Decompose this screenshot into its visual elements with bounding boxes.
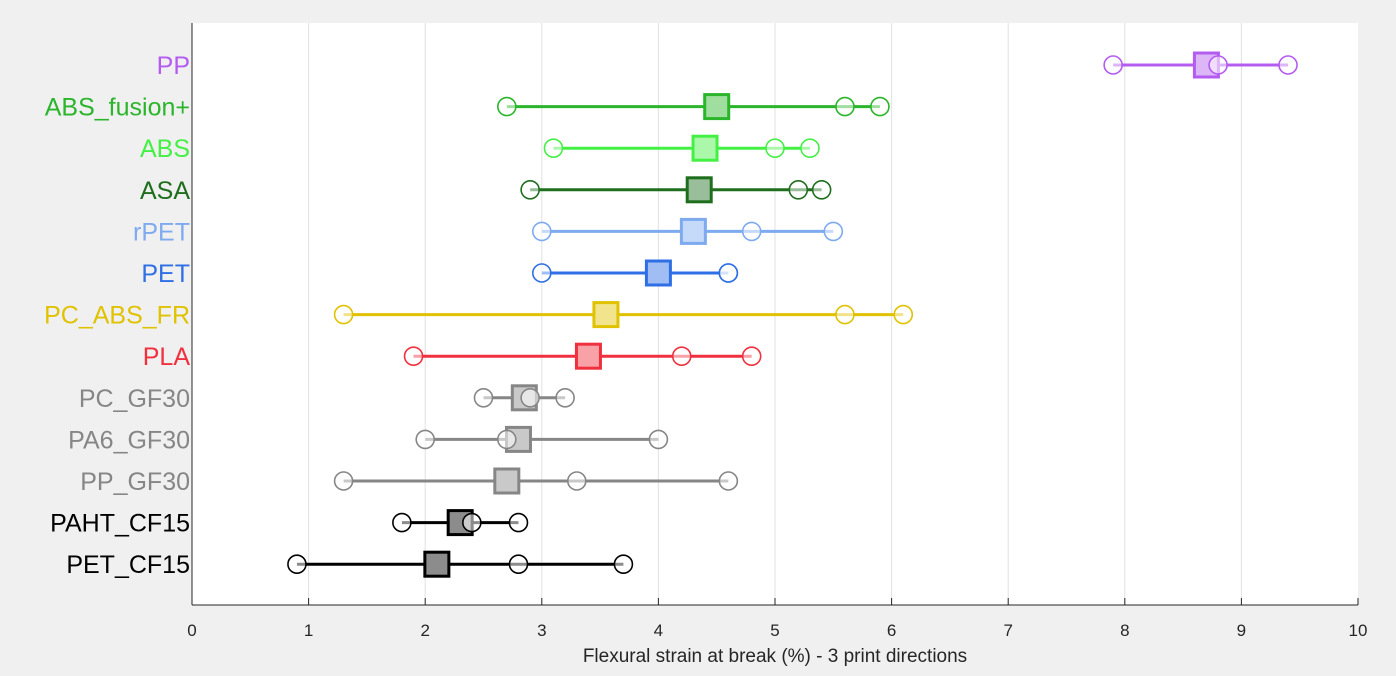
mean-marker (679, 217, 707, 245)
series-ASA (520, 176, 832, 204)
data-point (741, 346, 762, 367)
data-point (823, 221, 844, 242)
data-point (508, 554, 529, 575)
data-point (800, 138, 820, 158)
data-point (613, 554, 634, 575)
x-tick-label: 8 (1120, 621, 1129, 640)
x-tick-label: 1 (304, 621, 313, 640)
data-point (893, 304, 914, 325)
data-point (555, 387, 575, 408)
category-label: ASA (140, 177, 190, 205)
data-point (497, 96, 517, 117)
category-label: PET_CF15 (66, 551, 190, 579)
data-point (765, 138, 785, 158)
data-point (741, 221, 762, 242)
x-axis-label: Flexural strain at break (%) - 3 print d… (583, 646, 967, 667)
data-point (473, 387, 494, 408)
data-point (333, 471, 354, 491)
x-axis (191, 23, 1359, 606)
data-point (870, 96, 890, 117)
series-PC_GF30 (473, 384, 575, 412)
category-label: PLA (143, 343, 191, 371)
category-label: PET (141, 260, 190, 288)
series-ABS (543, 134, 820, 162)
series-PET (531, 259, 739, 287)
x-tick-label: 7 (1003, 621, 1012, 640)
series-PAHT_CF15 (392, 509, 529, 537)
data-point (462, 512, 482, 533)
category-label: rPET (133, 218, 190, 246)
x-tick-label: 5 (770, 621, 779, 640)
data-point (788, 180, 809, 200)
x-tick-label: 3 (537, 621, 546, 640)
category-label: ABS_fusion+ (45, 94, 190, 122)
category-label: PC_GF30 (79, 385, 190, 413)
mean-marker (644, 259, 672, 287)
data-point (287, 554, 307, 575)
category-label: PP_GF30 (80, 468, 190, 496)
mean-marker (423, 550, 451, 578)
mean-marker (691, 134, 719, 162)
data-point (648, 429, 669, 450)
category-label: ABS (140, 135, 190, 163)
series-ABS_fusion+ (497, 93, 890, 121)
data-point (392, 512, 412, 533)
x-tick-label: 0 (187, 621, 196, 640)
data-point (333, 304, 354, 325)
series-PP (1103, 51, 1298, 79)
data-point (531, 221, 552, 242)
data-point (1278, 55, 1298, 75)
data-point (508, 512, 529, 533)
data-point (835, 96, 855, 117)
series-PC_ABS_FR (333, 301, 914, 329)
data-point (811, 180, 832, 200)
data-point (1208, 55, 1228, 75)
data-point (497, 429, 517, 450)
x-tick-label: 4 (654, 621, 663, 640)
data-point (566, 471, 587, 491)
series-rPET (531, 217, 844, 245)
mean-marker (703, 93, 731, 121)
data-point (543, 138, 564, 158)
data-point (718, 471, 739, 491)
x-tick-label: 6 (887, 621, 896, 640)
category-labels: PP ABS_fusion+ ABS ASA rPET PET PC_ABS_FR PLA PC… (44, 52, 190, 579)
data-point (520, 180, 540, 200)
data-point (520, 387, 540, 408)
data-point (403, 346, 424, 367)
data-point (415, 429, 436, 450)
data-point (671, 346, 692, 367)
series-group (287, 51, 1298, 578)
data-point (718, 263, 739, 283)
category-label: PA6_GF30 (68, 426, 190, 454)
x-tick-labels: 0 1 2 3 4 5 6 7 8 9 10 (187, 621, 1367, 640)
category-label: PP (157, 52, 190, 80)
data-point (835, 304, 855, 325)
series-PP_GF30 (333, 467, 739, 495)
x-tick-label: 2 (420, 621, 429, 640)
mean-marker (592, 301, 620, 329)
series-PA6_GF30 (415, 425, 669, 453)
series-PLA (403, 342, 762, 370)
mean-marker (574, 342, 602, 370)
mean-marker (493, 467, 521, 495)
mean-marker (685, 176, 713, 204)
data-point (531, 263, 552, 283)
category-label: PAHT_CF15 (50, 510, 190, 538)
x-tick-label: 9 (1237, 621, 1246, 640)
data-point (1103, 55, 1123, 75)
series-PET_CF15 (287, 550, 634, 578)
x-tick-label: 10 (1349, 621, 1368, 640)
category-label: PC_ABS_FR (44, 302, 190, 330)
